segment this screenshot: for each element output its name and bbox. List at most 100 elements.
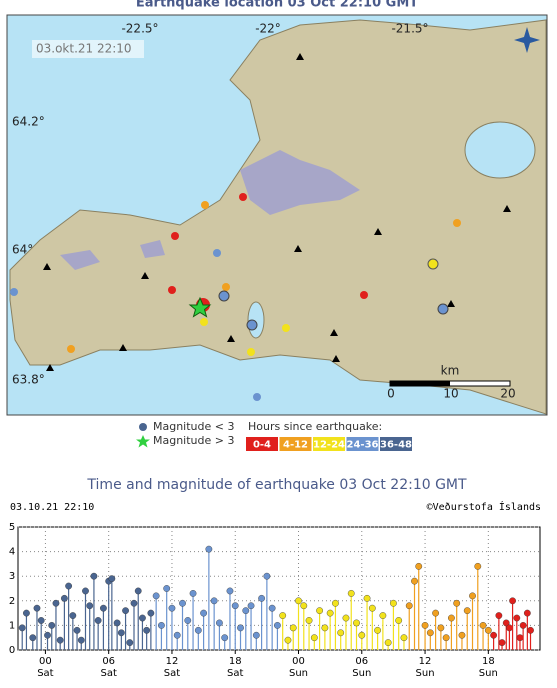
stem-head <box>23 609 30 617</box>
lat-label: 64° <box>12 243 33 257</box>
stem-head <box>498 639 506 647</box>
stem-head <box>122 607 129 615</box>
quake <box>437 303 449 315</box>
lon-label: -22° <box>255 22 281 36</box>
x-tick-day: Sun <box>289 668 308 679</box>
legend-label: 12-24 <box>313 440 345 451</box>
urban <box>60 150 360 270</box>
stem-head <box>52 599 60 607</box>
stem-head <box>490 631 497 639</box>
quake <box>253 393 261 401</box>
quake <box>427 258 439 270</box>
x-tick-label: 12 <box>166 656 179 667</box>
stem-head <box>194 626 202 634</box>
stem-head <box>139 614 146 622</box>
stem-head <box>108 575 116 583</box>
quake <box>282 324 290 332</box>
x-tick-label: 12 <box>419 656 432 667</box>
stem-head <box>295 597 302 605</box>
stem-head <box>379 612 387 619</box>
y-tick-label: 4 <box>9 547 15 558</box>
credit: ©Veðurstofa Íslands <box>427 500 541 513</box>
lat-label: 63.8° <box>12 373 45 387</box>
compass-rose <box>514 27 540 53</box>
stem-head <box>316 607 323 615</box>
stem-head <box>100 604 107 612</box>
legend-swatch <box>279 437 312 451</box>
stem-head <box>310 634 318 642</box>
stem-head <box>342 614 350 622</box>
stem-head <box>321 624 329 632</box>
legend-label: Magnitude < 3 <box>153 420 235 433</box>
stem-head <box>516 634 524 642</box>
stem-head <box>242 607 250 615</box>
stem-head <box>411 577 418 585</box>
stem-head <box>347 590 355 597</box>
stem-head <box>163 585 171 592</box>
y-tick-label: 2 <box>9 596 15 607</box>
stem-head <box>305 617 313 624</box>
stem-head <box>405 602 413 610</box>
stem-head <box>130 599 138 607</box>
stem-head <box>484 626 492 634</box>
stem-head <box>368 604 376 612</box>
x-tick-day: Sat <box>227 668 243 679</box>
x-tick-day: Sat <box>37 668 53 679</box>
legend-title: Hours since earthquake: <box>248 420 382 433</box>
legend-swatch <box>380 437 412 451</box>
stem-head <box>469 592 476 600</box>
scale-bar-half <box>390 381 450 386</box>
stem-head <box>458 631 466 639</box>
stem-head <box>358 631 366 639</box>
stem-head <box>502 619 510 627</box>
stem-head <box>86 602 94 610</box>
stem-head <box>400 634 408 642</box>
stem-head <box>395 617 403 624</box>
stem-head <box>29 634 37 642</box>
lon-label: -22.5° <box>121 22 158 36</box>
x-tick-label: 18 <box>229 656 242 667</box>
quake <box>213 249 221 257</box>
stem-head <box>37 617 45 624</box>
quake <box>222 283 230 291</box>
date-label: 03.10.21 22:10 <box>10 502 94 513</box>
quake-star <box>188 296 212 318</box>
x-tick-label: 06 <box>102 656 115 667</box>
stem-head <box>509 597 516 605</box>
legend-dot <box>139 423 147 431</box>
stem-head <box>152 592 160 600</box>
stem-head <box>519 622 527 629</box>
stem-head <box>284 636 292 644</box>
timestamp: 03.okt.21 22:10 <box>36 42 132 56</box>
map-title: Earthquake location 03 Oct 22:10 GMT <box>136 0 418 11</box>
stem-head <box>226 587 234 595</box>
stem-head <box>463 607 471 615</box>
scale-tick: 20 <box>500 387 515 401</box>
stem-head <box>247 602 255 610</box>
quake <box>10 288 18 296</box>
stem-head <box>61 594 68 602</box>
stem-head <box>173 631 181 639</box>
stem-head <box>479 622 487 629</box>
land <box>9 19 547 415</box>
stem-head <box>448 614 455 622</box>
stem-head <box>300 602 308 610</box>
quake <box>67 345 75 353</box>
stem-head <box>82 587 89 595</box>
quake <box>247 348 255 356</box>
stem-head <box>237 624 244 632</box>
stem-head <box>158 622 165 629</box>
legend-label: Magnitude > 3 <box>153 434 235 447</box>
stem-head <box>326 609 334 617</box>
stem-head <box>73 626 81 634</box>
stem-head <box>289 624 297 632</box>
stem-head <box>48 622 56 629</box>
stem-head <box>363 594 371 602</box>
stem-head <box>126 639 134 647</box>
stem-head <box>474 562 482 570</box>
x-tick-day: Sat <box>164 668 180 679</box>
stem-head <box>437 624 445 632</box>
quake <box>171 232 179 240</box>
stem-head <box>134 587 142 595</box>
legend-label: 0-4 <box>253 440 271 451</box>
